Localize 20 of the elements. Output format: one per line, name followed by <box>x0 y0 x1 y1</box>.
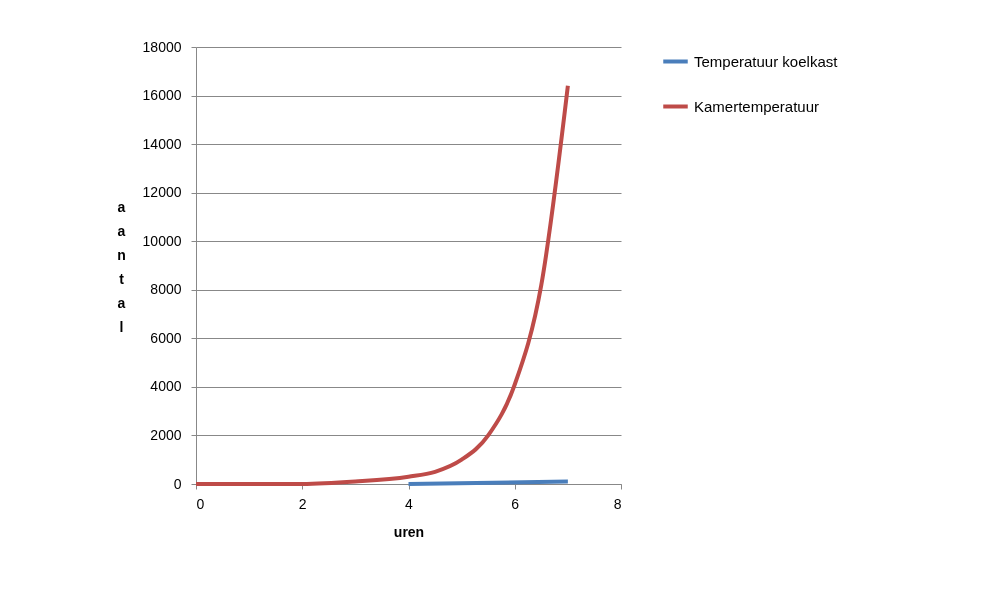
legend-label: Kamertemperatuur <box>694 97 820 115</box>
legend-label: Temperatuur koelkast <box>694 52 839 70</box>
y-tick-label: 18000 <box>142 38 182 55</box>
y-axis-title: aantal <box>117 198 126 335</box>
y-tick-label: 0 <box>173 475 182 492</box>
x-tick-label: 6 <box>511 495 520 512</box>
y-tick-label: 6000 <box>150 329 182 346</box>
x-tick-label: 2 <box>298 495 307 512</box>
y-tick-label: 2000 <box>150 426 182 443</box>
x-axis-title: uren <box>393 523 425 540</box>
x-tick-label: 0 <box>196 495 205 512</box>
line-series <box>194 83 570 486</box>
y-tick-label: 10000 <box>142 232 182 249</box>
x-tick-label: 8 <box>613 495 622 512</box>
y-tick-label: 4000 <box>150 378 182 395</box>
y-tick-label: 14000 <box>142 135 182 152</box>
x-tick-label: 4 <box>405 495 414 512</box>
y-tick-label: 16000 <box>142 87 182 104</box>
y-tick-label: 12000 <box>142 184 182 201</box>
y-tick-label: 8000 <box>150 281 182 298</box>
